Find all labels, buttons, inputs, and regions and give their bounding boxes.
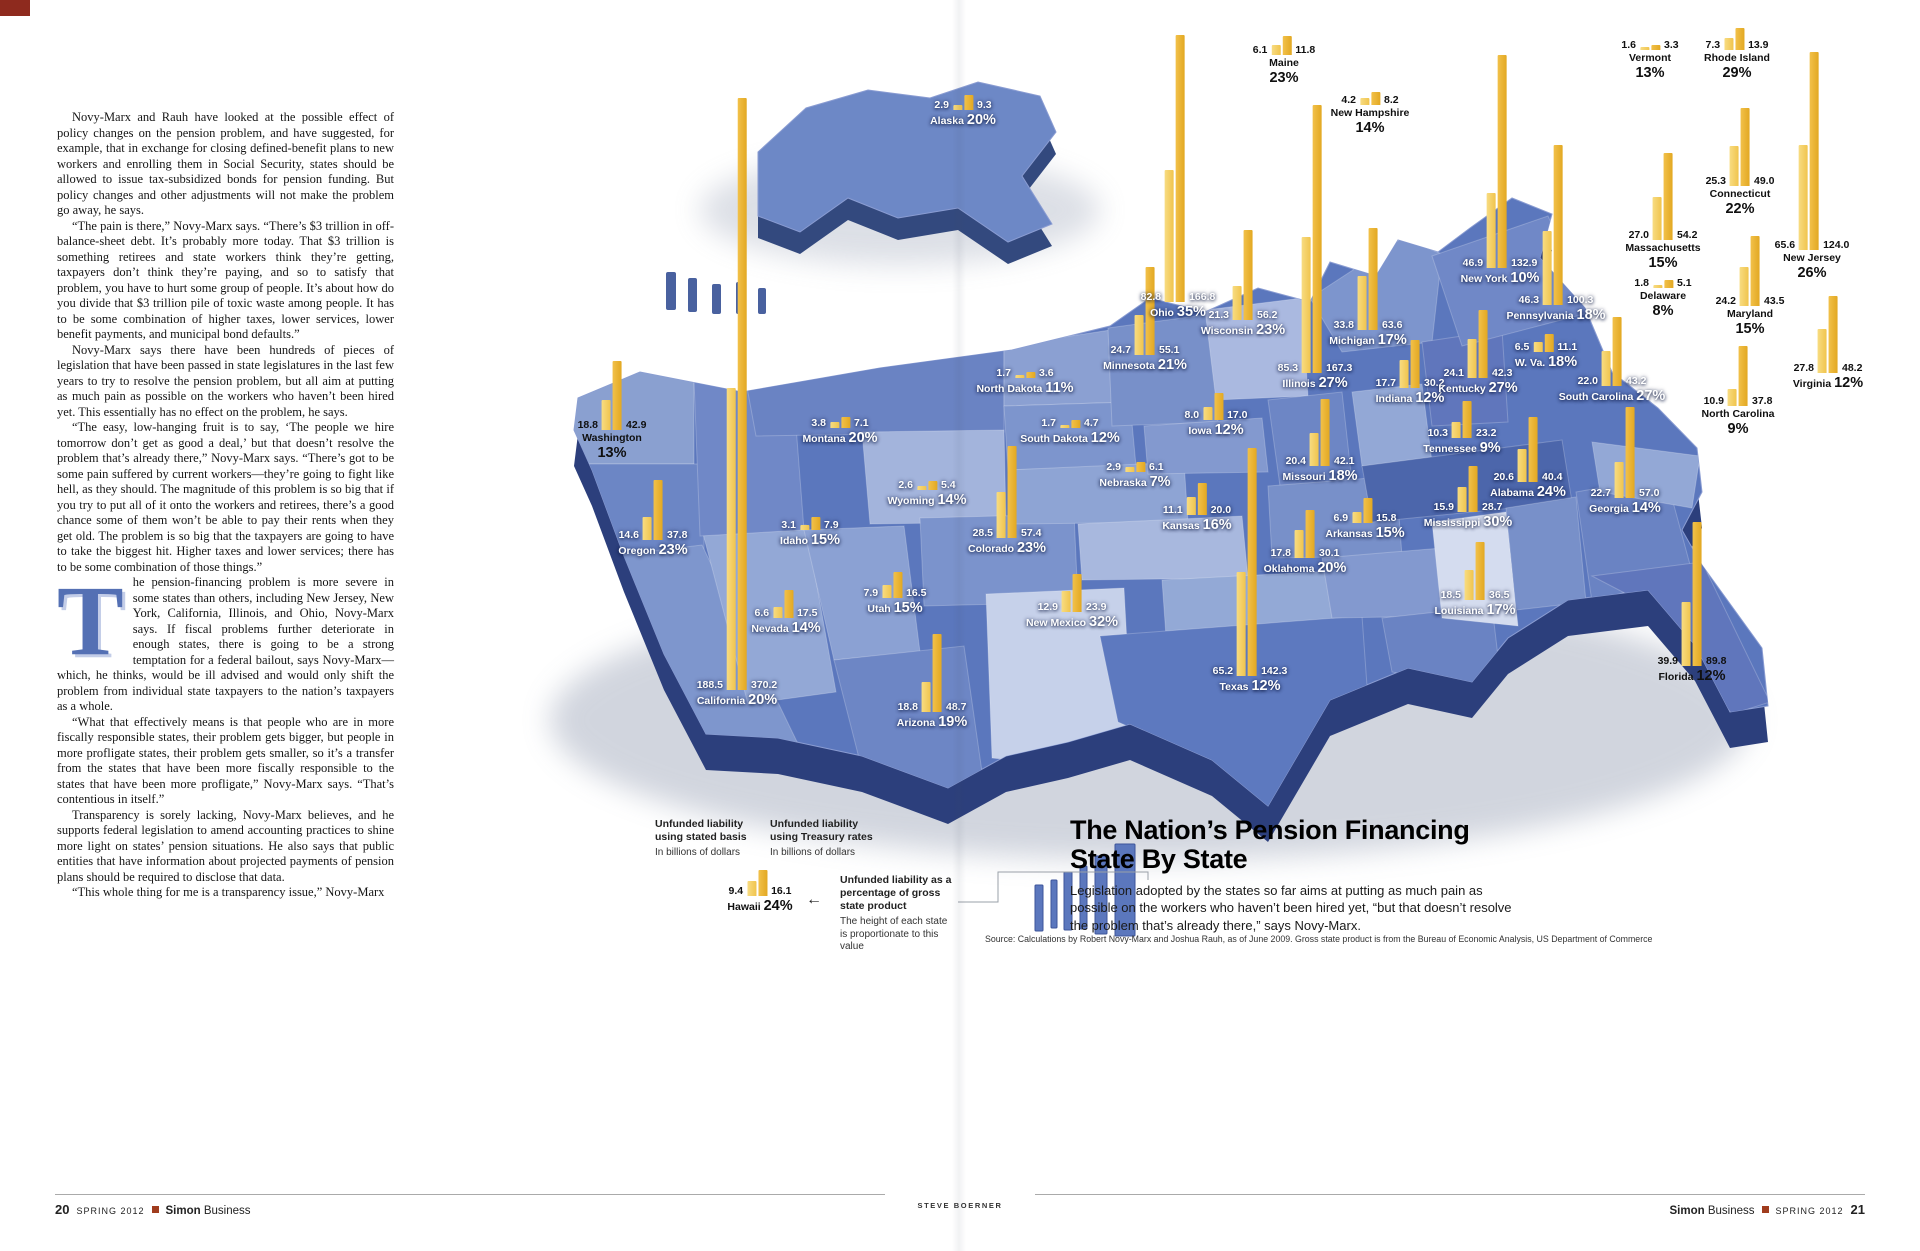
- brand-rest: Business: [1704, 1205, 1755, 1217]
- legend-stated-unit: In billions of dollars: [655, 847, 741, 859]
- brand-bold: Simon: [1669, 1205, 1705, 1217]
- page-number-right: 21: [1850, 1202, 1865, 1217]
- infographic-source: Source: Calculations by Robert Novy-Marx…: [985, 934, 1653, 944]
- brand-rest: Business: [200, 1205, 251, 1217]
- footer-season-left: SPRING 2012: [76, 1206, 145, 1216]
- footer-left: 20 SPRING 2012 Simon Business: [55, 1194, 885, 1217]
- footer-right: Simon Business SPRING 2012 21: [1035, 1194, 1865, 1217]
- drop-cap: T: [57, 565, 124, 676]
- article-paragraph: Novy-Marx and Rauh have looked at the po…: [57, 110, 394, 217]
- footer-brand-right: Simon Business: [1670, 1205, 1755, 1217]
- footer-brand-left: Simon Business: [166, 1205, 251, 1217]
- footer-square-icon: [1761, 1206, 1769, 1213]
- legend-treasury-title: Unfunded liability using Treasury rates: [770, 818, 873, 844]
- credit: STEVE BOERNER: [917, 1201, 1003, 1210]
- aleutian-islands: [666, 272, 766, 314]
- article-column: Novy-Marx and Rauh have looked at the po…: [57, 110, 394, 901]
- article-paragraph: Transparency is sorely lacking, Novy-Mar…: [57, 807, 394, 884]
- hawaii-islands: [1034, 843, 1136, 937]
- footer-season-right: SPRING 2012: [1775, 1206, 1844, 1216]
- legend-treasury-unit: In billions of dollars: [770, 847, 856, 859]
- infographic-title: The Nation’s Pension Financing State By …: [1070, 815, 1470, 875]
- article-paragraph: “What that effectively means is that peo…: [57, 714, 394, 807]
- page-number-left: 20: [55, 1202, 70, 1217]
- infographic-title-line1: The Nation’s Pension Financing: [1070, 815, 1470, 845]
- article-paragraph: “The pain is there,” Novy-Marx says. “Th…: [57, 218, 394, 342]
- legend-percentage-title: Unfunded liability as a percentage of gr…: [840, 874, 952, 913]
- infographic-subtitle: Legislation adopted by the states so far…: [1070, 883, 1512, 933]
- lower-48-shape: [573, 197, 1769, 842]
- legend-percentage: Unfunded liability as a percentage of gr…: [840, 874, 952, 954]
- article-paragraph: “The easy, low-hanging fruit is to say, …: [57, 420, 394, 574]
- legend-bracket: [958, 871, 1149, 903]
- infographic-title-line2: State By State: [1070, 844, 1248, 875]
- article-paragraph: Novy-Marx says there have been hundreds …: [57, 342, 394, 419]
- brand-bold: Simon: [165, 1205, 201, 1217]
- arrow-left-icon: ←: [806, 891, 822, 908]
- legend-percentage-desc: The height of each state is proportionat…: [840, 916, 948, 953]
- state-patches: [574, 215, 1768, 806]
- footer-square-icon: [151, 1206, 159, 1213]
- alaska-shape: [757, 81, 1057, 264]
- legend-stated-title: Unfunded liability using stated basis: [655, 818, 747, 844]
- article-paragraph: “This whole thing for me is a transparen…: [72, 885, 385, 899]
- legend-stated-basis: Unfunded liability using stated basis In…: [655, 818, 755, 860]
- legend-treasury-rates: Unfunded liability using Treasury rates …: [770, 818, 874, 860]
- corner-mark: [0, 0, 30, 16]
